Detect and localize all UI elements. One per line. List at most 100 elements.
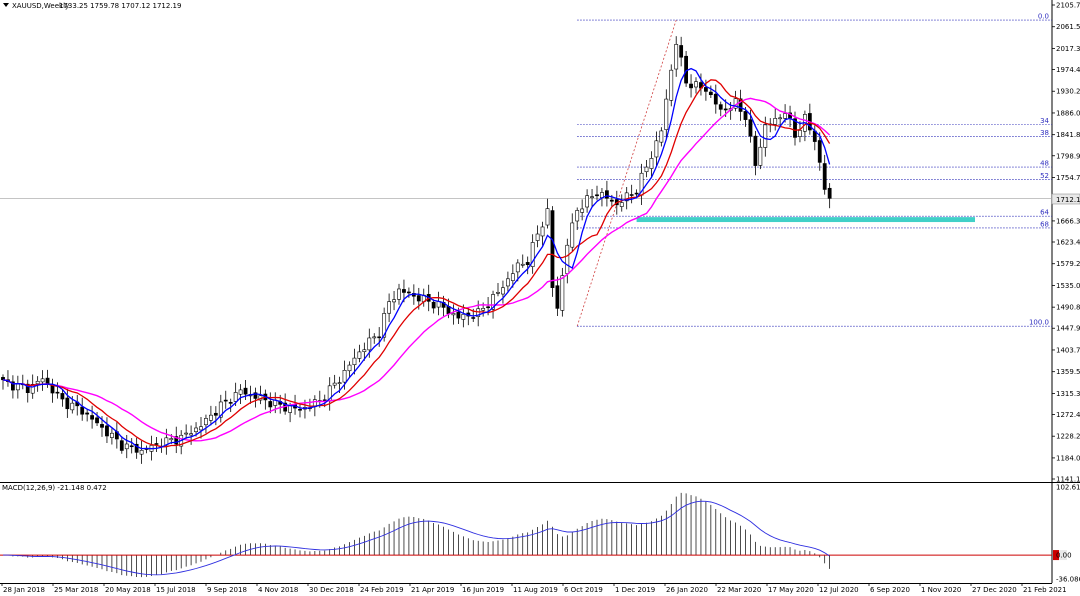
time-axis: 28 Jan 2018 25 Mar 2018 20 May 2018 15 Jul … (1, 583, 1067, 594)
candle (684, 51, 689, 87)
x-tick-label: 1 Nov 2020 (921, 586, 961, 594)
y-tick-label: 1841.80 (1056, 131, 1080, 139)
candle (501, 280, 505, 304)
candle (238, 384, 243, 405)
candle (817, 132, 822, 171)
candle (758, 138, 763, 170)
candle (134, 437, 139, 459)
x-tick-label: 9 Sep 2018 (207, 586, 247, 594)
y-tick-label: 1535.00 (1056, 282, 1080, 290)
candle (139, 440, 144, 464)
y-tick-label: 1272.40 (1056, 411, 1080, 419)
candle (362, 342, 367, 361)
candle (753, 131, 758, 176)
candle (90, 405, 95, 429)
candle (332, 374, 337, 389)
candle (45, 369, 50, 388)
candle (327, 377, 332, 411)
candle (60, 389, 65, 407)
support-zone (636, 217, 975, 223)
x-tick-label: 21 Apr 2019 (411, 586, 454, 594)
candle (738, 89, 743, 121)
candle (397, 283, 401, 305)
candle (590, 188, 594, 208)
candle (6, 370, 10, 387)
candle (565, 238, 570, 284)
candle (520, 254, 525, 268)
candle (629, 184, 634, 204)
candle (788, 105, 792, 127)
candle (525, 256, 530, 275)
candle (718, 101, 723, 117)
candle (114, 421, 119, 449)
candle (11, 375, 15, 399)
y-tick-label: 1974.40 (1056, 66, 1080, 74)
candle (451, 304, 456, 325)
last-price-tag: 1712.19 (1056, 196, 1080, 204)
candle (604, 180, 609, 207)
candle (40, 370, 45, 391)
macd-axis: 102.618 0.00 -36.086 (1053, 484, 1080, 584)
candle (189, 425, 194, 445)
candle (65, 388, 70, 418)
macd-y-tick-label: 102.618 (1056, 484, 1080, 492)
y-tick-label: 1886.00 (1056, 109, 1080, 117)
candle (223, 390, 228, 409)
x-tick-label: 11 Aug 2019 (513, 586, 558, 594)
candle (124, 434, 129, 459)
fibonacci-retracement: 0.0 34 38 48 52 64 68 100.0 (576, 13, 1052, 327)
candle (540, 221, 545, 246)
x-tick-label: 1 Dec 2019 (615, 586, 655, 594)
candle (307, 398, 312, 412)
macd-zero-tag-bg (1059, 550, 1067, 561)
candle (372, 333, 377, 344)
candle (807, 103, 812, 135)
candle (85, 409, 90, 422)
x-tick-label: 22 Mar 2020 (717, 586, 761, 594)
macd-y-tick-label: 0.00 (1056, 552, 1072, 560)
candle (75, 394, 80, 416)
fib-level-label: 38 (1040, 129, 1049, 137)
y-tick-label: 1359.50 (1056, 368, 1080, 376)
candle (624, 187, 629, 210)
candle (654, 131, 659, 166)
candle (664, 89, 669, 140)
x-tick-label: 21 Feb 2021 (1023, 586, 1067, 594)
candle (822, 154, 827, 195)
candle (1, 374, 5, 390)
candle (644, 159, 649, 178)
candle (679, 36, 684, 67)
y-tick-label: 1447.90 (1056, 325, 1080, 333)
candle (179, 430, 184, 455)
candle (585, 189, 590, 213)
x-tick-label: 26 Jan 2020 (666, 586, 708, 594)
candle (154, 436, 159, 453)
x-tick-label: 20 May 2018 (105, 586, 151, 594)
candle (431, 299, 436, 314)
candle (15, 375, 20, 399)
candle (575, 207, 580, 231)
candle (595, 185, 599, 201)
candle (110, 428, 114, 445)
candle (392, 291, 396, 311)
candle (535, 225, 540, 248)
candle (95, 411, 99, 427)
candle (798, 121, 802, 143)
candle (218, 394, 223, 423)
candle (119, 436, 124, 454)
x-tick-label: 27 Dec 2020 (972, 586, 1017, 594)
candle (530, 234, 535, 274)
x-tick-label: 6 Sep 2020 (870, 586, 910, 594)
fib-level-label: 100.0 (1029, 319, 1049, 327)
candle (550, 206, 555, 297)
y-tick-label: 1315.30 (1056, 390, 1080, 398)
chevron-down-icon[interactable] (3, 3, 9, 7)
x-tick-label: 17 May 2020 (768, 586, 814, 594)
candle (253, 387, 258, 408)
last-price-tag-bg (1051, 193, 1080, 205)
x-tick-label: 12 Jul 2020 (819, 586, 859, 594)
candle (213, 406, 218, 426)
y-tick-label: 1798.90 (1056, 152, 1080, 160)
fib-level-label: 68 (1040, 220, 1049, 228)
